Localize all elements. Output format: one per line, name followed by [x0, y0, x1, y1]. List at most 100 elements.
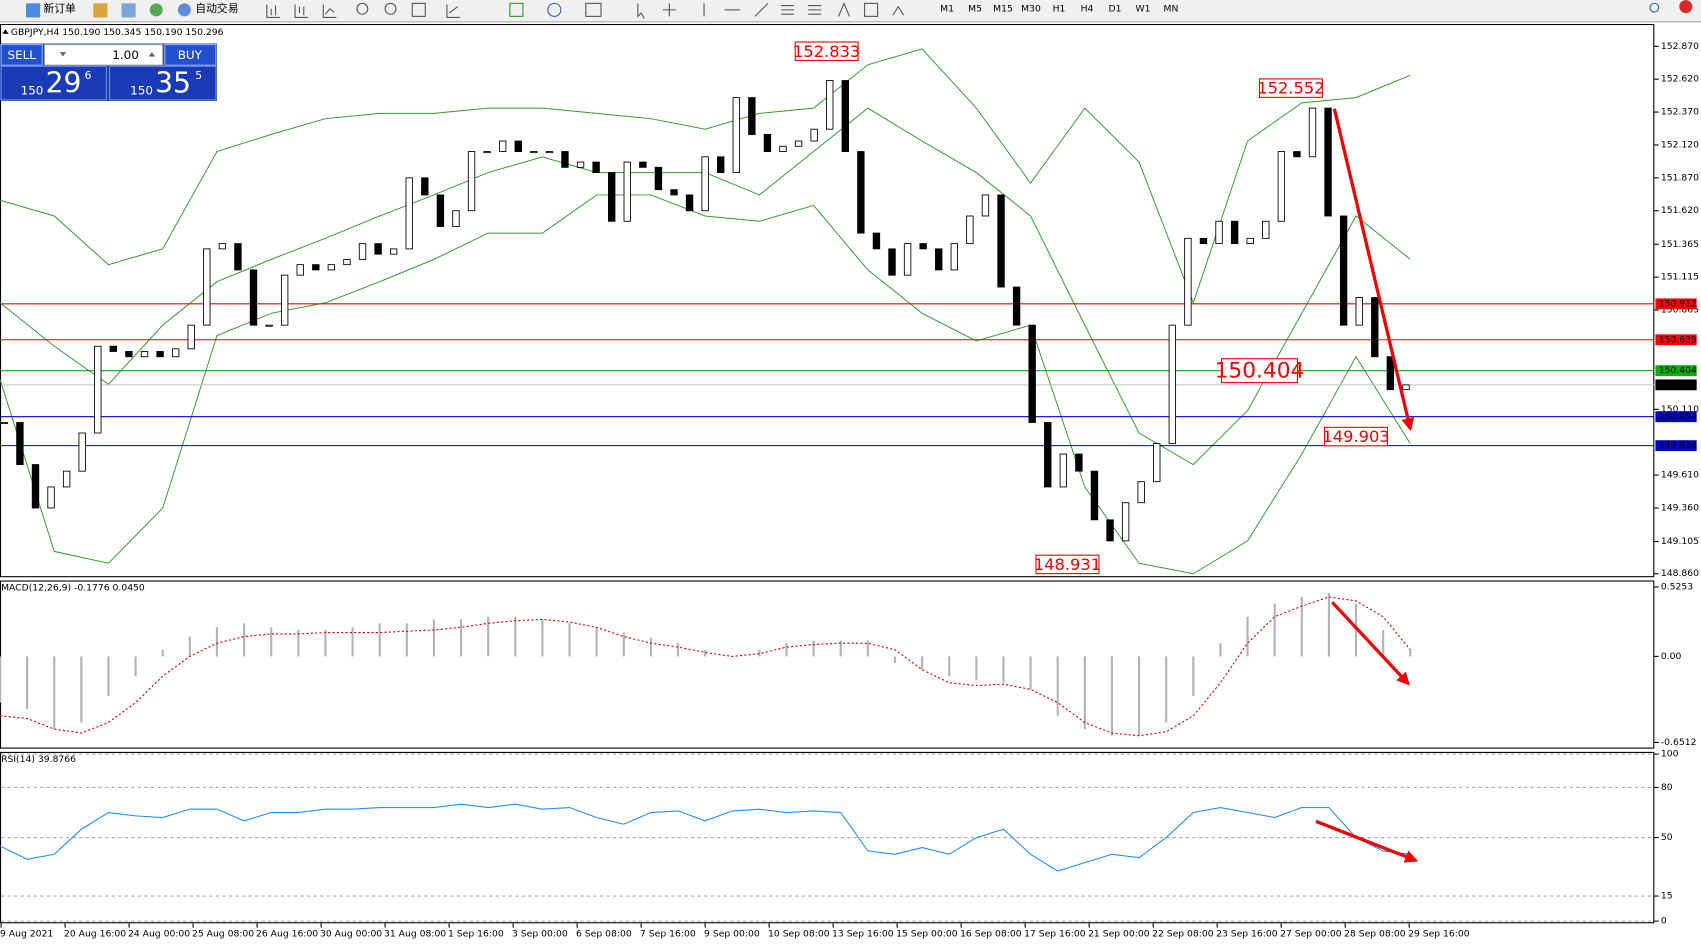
lot-input[interactable] [43, 44, 164, 66]
toolbar-icon[interactable] [149, 3, 163, 17]
periods[interactable] [547, 2, 562, 17]
candle [748, 97, 756, 135]
candle [467, 151, 476, 212]
y-tick-label: 0.00 [1661, 651, 1682, 662]
x-tick-label: 13 Sep 16:00 [832, 929, 894, 940]
new-order-icon[interactable] [26, 3, 41, 18]
bid-box[interactable] [0, 65, 107, 101]
x-tick-label: 3 Sep 00:00 [512, 929, 568, 940]
bid-fraction[interactable]: 6 [85, 69, 92, 82]
ask-pips[interactable]: 35 [155, 67, 191, 100]
candle [343, 258, 351, 266]
arrows-tool[interactable] [892, 5, 905, 16]
indicators[interactable] [509, 2, 524, 17]
candle [452, 210, 460, 227]
cursor-tool[interactable] [637, 3, 645, 19]
candle [701, 156, 709, 212]
price-tag [1655, 365, 1697, 377]
candle [125, 351, 133, 358]
candle [779, 145, 787, 152]
price-tag [1655, 411, 1697, 423]
text-tool[interactable] [838, 1, 850, 17]
x-tick-label: 17 Sep 16:00 [1024, 929, 1086, 940]
timeframe-button[interactable]: H4 [1081, 3, 1094, 14]
trendline-tool[interactable] [754, 2, 769, 17]
sell-label[interactable]: SELL [8, 48, 37, 62]
tile-tool[interactable] [411, 2, 426, 17]
ask-box[interactable] [109, 65, 217, 101]
candle [140, 351, 149, 358]
candle [530, 151, 538, 154]
timeframe-button[interactable]: M1 [940, 3, 954, 14]
y-tick-label: 150.865 [1661, 305, 1699, 316]
x-tick-label: 10 Sep 08:00 [768, 929, 830, 940]
candle [919, 243, 927, 250]
lot-down[interactable] [59, 52, 67, 57]
ask-big[interactable]: 150 [130, 84, 153, 98]
crosshair-tool[interactable] [662, 3, 676, 17]
candle [203, 248, 211, 326]
channel-tool[interactable] [781, 4, 795, 15]
y-tick-label: 152.620 [1661, 74, 1699, 85]
buy-label[interactable]: BUY [178, 48, 203, 62]
candle [1106, 519, 1114, 542]
line-tool[interactable] [322, 4, 337, 19]
ask-fraction[interactable]: 5 [195, 69, 202, 82]
auto-trading-icon[interactable] [177, 3, 191, 17]
signal-line [0, 596, 1411, 737]
shift-tool[interactable] [446, 4, 460, 19]
candle [1371, 297, 1379, 358]
zoom-in[interactable] [356, 2, 369, 15]
lot-value[interactable]: 1.00 [112, 48, 139, 62]
bid-pips[interactable]: 29 [46, 67, 82, 100]
x-tick-label: 7 Sep 16:00 [640, 929, 696, 940]
auto-trading-button[interactable]: 自动交易 [195, 1, 238, 15]
candle [1137, 481, 1145, 504]
candle [31, 464, 40, 509]
label-tool[interactable] [864, 2, 879, 17]
timeframe-button[interactable]: M30 [1021, 3, 1041, 14]
zoom-out[interactable] [384, 2, 397, 15]
candle [78, 432, 86, 472]
candle [639, 161, 647, 168]
candle [732, 97, 740, 174]
price-tag-label: 150.404 [1659, 365, 1697, 376]
candle [576, 161, 585, 168]
fibo-tool[interactable] [808, 4, 822, 15]
bar-chart-tool[interactable] [266, 4, 280, 19]
new-order-button[interactable]: 新订单 [43, 1, 76, 15]
candle [763, 134, 772, 152]
toolbar-tools [266, 1, 1660, 19]
candle [514, 140, 522, 152]
lot-up[interactable] [148, 52, 156, 57]
bid-big[interactable]: 150 [21, 84, 44, 98]
toolbar-icon[interactable] [93, 3, 108, 18]
candle [483, 151, 491, 154]
timeframe-button[interactable]: H1 [1053, 3, 1066, 14]
candle [265, 324, 273, 327]
timeframe-button[interactable]: MN [1164, 3, 1179, 14]
candle [997, 194, 1005, 288]
main-chart: 152.870 152.620 152.370 152.120 151.870 151.6… [0, 41, 1699, 579]
candle [872, 232, 881, 250]
x-tick-label: 6 Sep 08:00 [576, 929, 632, 940]
timeframe-button[interactable]: M5 [968, 3, 982, 14]
macd-frame [0, 580, 1655, 749]
timeframe-button[interactable]: M15 [993, 3, 1013, 14]
timeframe-button[interactable]: D1 [1108, 3, 1121, 14]
candle [389, 248, 398, 255]
timeframe-button[interactable]: W1 [1135, 3, 1150, 14]
buy-button[interactable] [164, 44, 217, 66]
toolbar-icon[interactable] [121, 3, 136, 18]
candle [1324, 107, 1332, 217]
candle [296, 264, 304, 276]
search[interactable] [1649, 2, 1660, 13]
candle [1215, 220, 1223, 245]
templates[interactable] [585, 2, 602, 17]
notification-badge[interactable] [1679, 0, 1693, 14]
sell-button[interactable] [0, 44, 43, 66]
candle-tool[interactable] [294, 4, 309, 19]
y-tick-label: 0 [1661, 916, 1667, 927]
y-tick-label: 151.115 [1661, 272, 1699, 283]
